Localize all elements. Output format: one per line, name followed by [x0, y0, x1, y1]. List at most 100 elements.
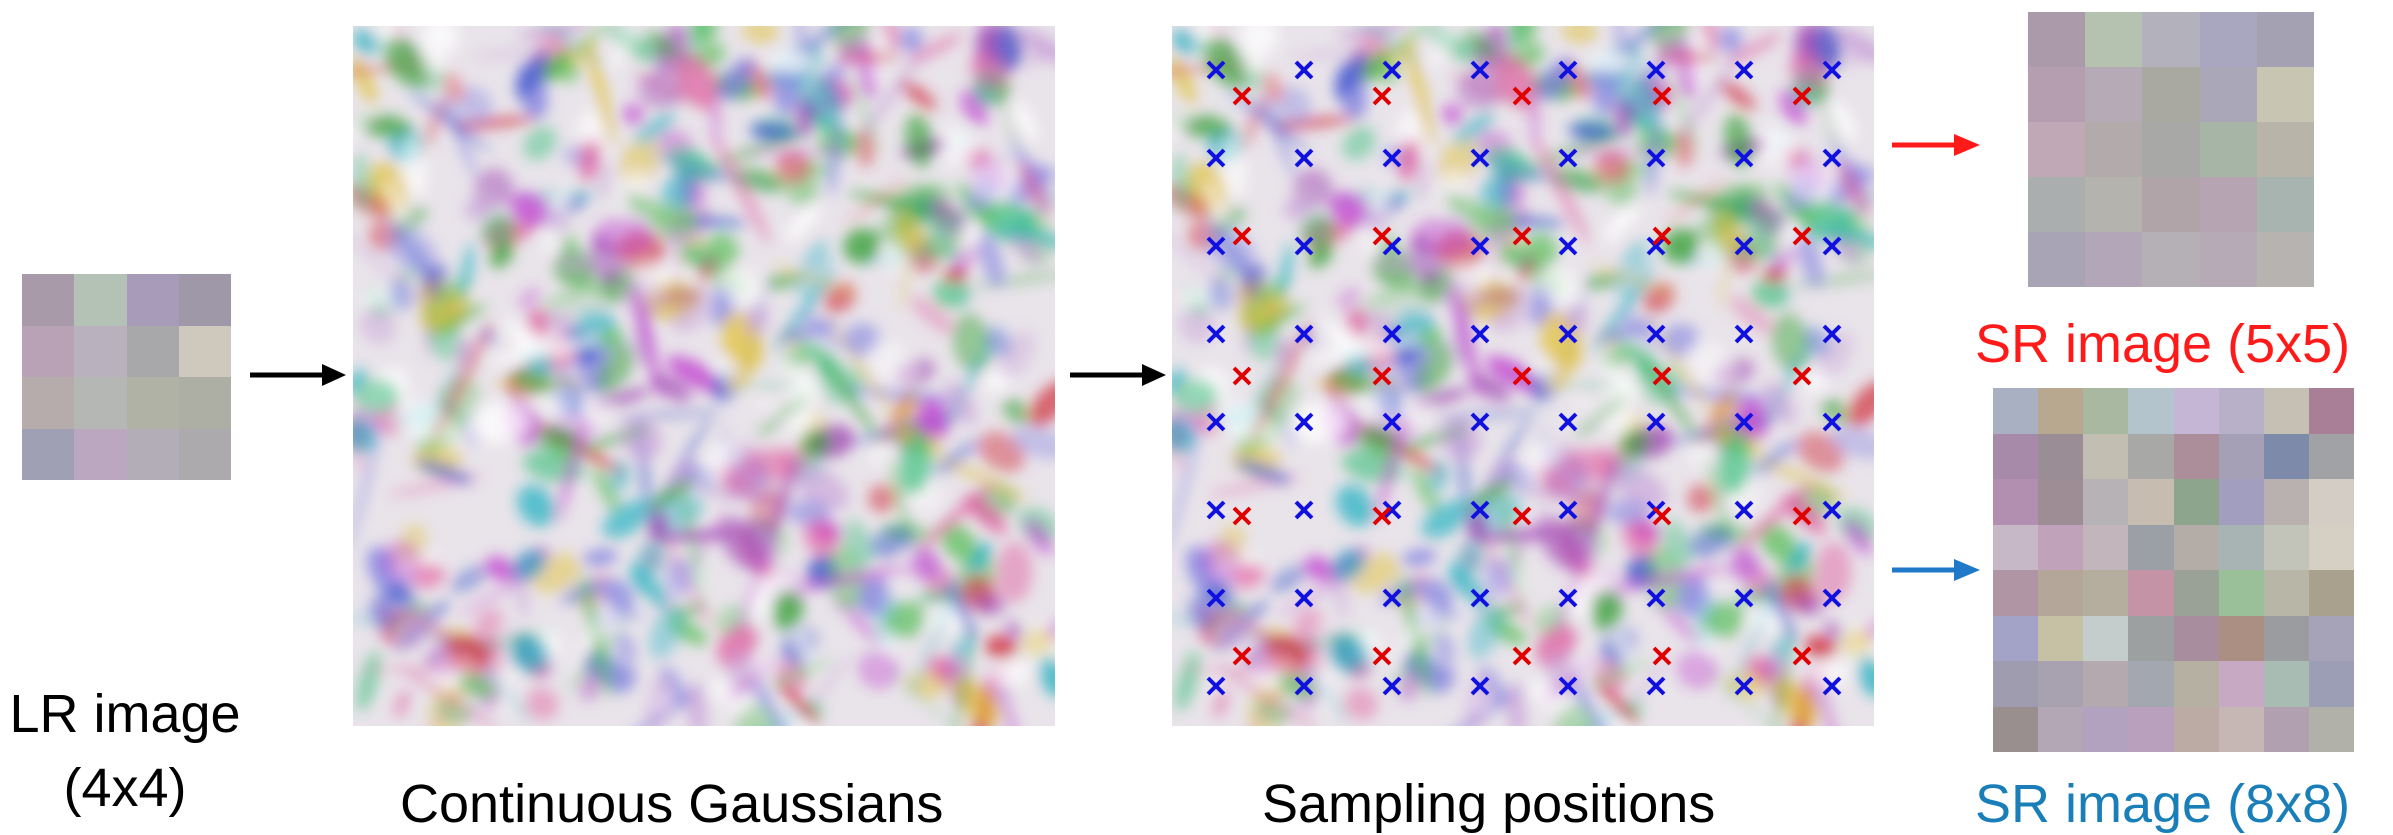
sample-mark-8x8	[1208, 62, 1224, 78]
sr8-pixel	[2083, 479, 2128, 525]
sample-mark-8x8	[1296, 326, 1312, 342]
sr8-pixel	[2309, 616, 2354, 662]
sr5-pixel	[2028, 122, 2085, 177]
sample-mark-8x8	[1560, 590, 1576, 606]
sample-mark-8x8	[1472, 238, 1488, 254]
sample-mark-8x8	[1384, 414, 1400, 430]
sr8-pixel	[2309, 434, 2354, 480]
lr-pixel	[127, 377, 179, 429]
sample-mark-8x8	[1208, 678, 1224, 694]
sr8-pixel	[2219, 479, 2264, 525]
sampling-panel	[1172, 26, 1874, 726]
sr5-pixel	[2200, 122, 2257, 177]
sample-mark-8x8	[1296, 238, 1312, 254]
sample-mark-8x8	[1472, 678, 1488, 694]
sr8-pixel	[2038, 388, 2083, 434]
lr-pixel	[74, 429, 126, 481]
lr-pixel	[179, 429, 231, 481]
sample-mark-8x8	[1384, 62, 1400, 78]
sr8-pixel	[2128, 616, 2173, 662]
sample-mark-8x8	[1736, 238, 1752, 254]
sr8-pixel	[2219, 707, 2264, 753]
sample-mark-5x5	[1374, 368, 1390, 384]
lr-pixel	[22, 377, 74, 429]
sr8-pixel	[2219, 525, 2264, 571]
sample-mark-8x8	[1824, 414, 1840, 430]
sample-mark-8x8	[1736, 326, 1752, 342]
sample-mark-5x5	[1234, 648, 1250, 664]
sample-mark-5x5	[1794, 508, 1810, 524]
sample-mark-5x5	[1234, 368, 1250, 384]
sr8-pixel	[2174, 707, 2219, 753]
sample-mark-8x8	[1736, 150, 1752, 166]
sample-mark-8x8	[1648, 62, 1664, 78]
sr8-pixel	[2309, 525, 2354, 571]
sr8-pixel	[2038, 525, 2083, 571]
sr8-pixel	[1993, 525, 2038, 571]
sr8-pixel	[2309, 707, 2354, 753]
sample-mark-8x8	[1296, 678, 1312, 694]
sr5-pixel	[2257, 67, 2314, 122]
sample-mark-8x8	[1560, 238, 1576, 254]
sample-mark-8x8	[1296, 150, 1312, 166]
sample-mark-5x5	[1514, 228, 1530, 244]
sample-mark-5x5	[1234, 88, 1250, 104]
sr5-pixel	[2257, 232, 2314, 287]
sample-mark-8x8	[1384, 678, 1400, 694]
sr8-pixel	[1993, 707, 2038, 753]
sample-mark-8x8	[1736, 414, 1752, 430]
sample-mark-8x8	[1296, 414, 1312, 430]
sr5-pixel	[2200, 232, 2257, 287]
sr8-pixel	[2219, 434, 2264, 480]
sr5-pixel	[2142, 67, 2199, 122]
sample-mark-5x5	[1514, 648, 1530, 664]
sr8-pixel	[2038, 616, 2083, 662]
sample-mark-8x8	[1472, 414, 1488, 430]
sr8-pixel	[2083, 388, 2128, 434]
lr-pixel	[179, 377, 231, 429]
sr8-pixel	[2128, 707, 2173, 753]
sample-mark-5x5	[1654, 648, 1670, 664]
sr8-pixel	[2264, 707, 2309, 753]
sample-mark-5x5	[1374, 88, 1390, 104]
sr8-pixel	[2174, 479, 2219, 525]
sr8-pixel	[2128, 388, 2173, 434]
lr-pixel	[22, 429, 74, 481]
lr-pixel	[74, 326, 126, 378]
sr8-pixel	[2264, 570, 2309, 616]
sr8-pixel	[2264, 661, 2309, 707]
sr5-pixel	[2142, 177, 2199, 232]
sample-mark-5x5	[1234, 508, 1250, 524]
sr8-pixel	[1993, 388, 2038, 434]
sample-mark-8x8	[1824, 150, 1840, 166]
sample-mark-8x8	[1208, 414, 1224, 430]
sample-mark-8x8	[1296, 62, 1312, 78]
sample-mark-8x8	[1824, 326, 1840, 342]
sample-mark-8x8	[1560, 678, 1576, 694]
sr8-pixel	[2038, 707, 2083, 753]
sr8-pixel	[2264, 479, 2309, 525]
sample-mark-8x8	[1736, 590, 1752, 606]
sr8-image-grid	[1993, 388, 2354, 752]
sr8-pixel	[1993, 479, 2038, 525]
sr5-pixel	[2028, 177, 2085, 232]
sample-mark-8x8	[1648, 150, 1664, 166]
sr8-pixel	[2264, 388, 2309, 434]
sample-mark-8x8	[1560, 502, 1576, 518]
sr8-pixel	[2219, 661, 2264, 707]
sr8-pixel	[2083, 661, 2128, 707]
sr5-pixel	[2085, 232, 2142, 287]
sample-mark-5x5	[1654, 368, 1670, 384]
sample-mark-5x5	[1794, 648, 1810, 664]
arrow-right-icon	[1892, 555, 1992, 585]
sr8-pixel	[2174, 661, 2219, 707]
lr-pixel	[22, 274, 74, 326]
sample-mark-8x8	[1472, 62, 1488, 78]
sample-mark-8x8	[1384, 326, 1400, 342]
sr8-pixel	[2128, 434, 2173, 480]
sr8-pixel	[2219, 388, 2264, 434]
sr5-pixel	[2200, 177, 2257, 232]
sr8-pixel	[2309, 661, 2354, 707]
sample-mark-8x8	[1824, 502, 1840, 518]
sample-mark-8x8	[1384, 150, 1400, 166]
